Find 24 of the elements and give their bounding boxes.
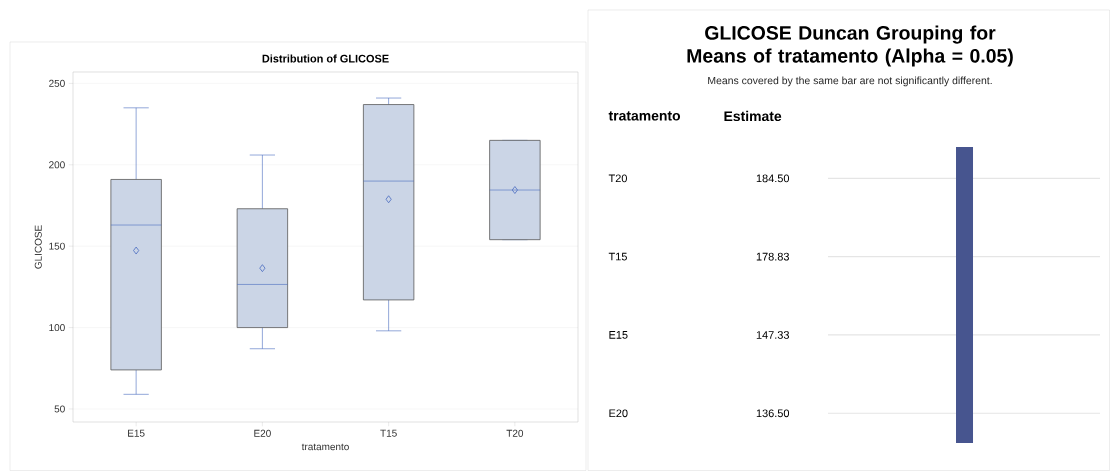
x-tick-label: E15	[128, 429, 145, 437]
text: 147.33	[756, 331, 789, 339]
y-tick-label: 100	[49, 324, 65, 332]
text: 136.50	[756, 409, 790, 418]
text: tratamento	[608, 111, 681, 121]
category-label: T20	[608, 174, 627, 183]
y-tick-label: 50	[54, 405, 65, 413]
text: 178.83	[756, 252, 789, 261]
x-axis-title: tratamento	[301, 443, 349, 451]
x-tick-label: T20	[506, 429, 524, 437]
y-tick-label: 200	[49, 161, 65, 169]
category-label: E20	[609, 409, 628, 418]
category-label: T15	[608, 252, 627, 261]
y-tick-label: 150	[49, 242, 65, 250]
category-label: E15	[609, 331, 628, 339]
text: Estimate	[724, 110, 782, 122]
text: GLICOSE Duncan Grouping for Means of tratamento (Alpha = 0.05)	[687, 25, 1013, 67]
y-tick-label: 250	[49, 79, 65, 87]
x-tick-label: E20	[254, 429, 271, 437]
text: 184.50	[756, 174, 790, 183]
chart-title: Distribution of GLICOSE	[262, 54, 389, 63]
text: Means covered by the same bar are not significantly different.	[708, 76, 992, 87]
x-tick-label: T15	[380, 429, 397, 437]
y-axis-title: GLICOSE	[34, 225, 42, 269]
